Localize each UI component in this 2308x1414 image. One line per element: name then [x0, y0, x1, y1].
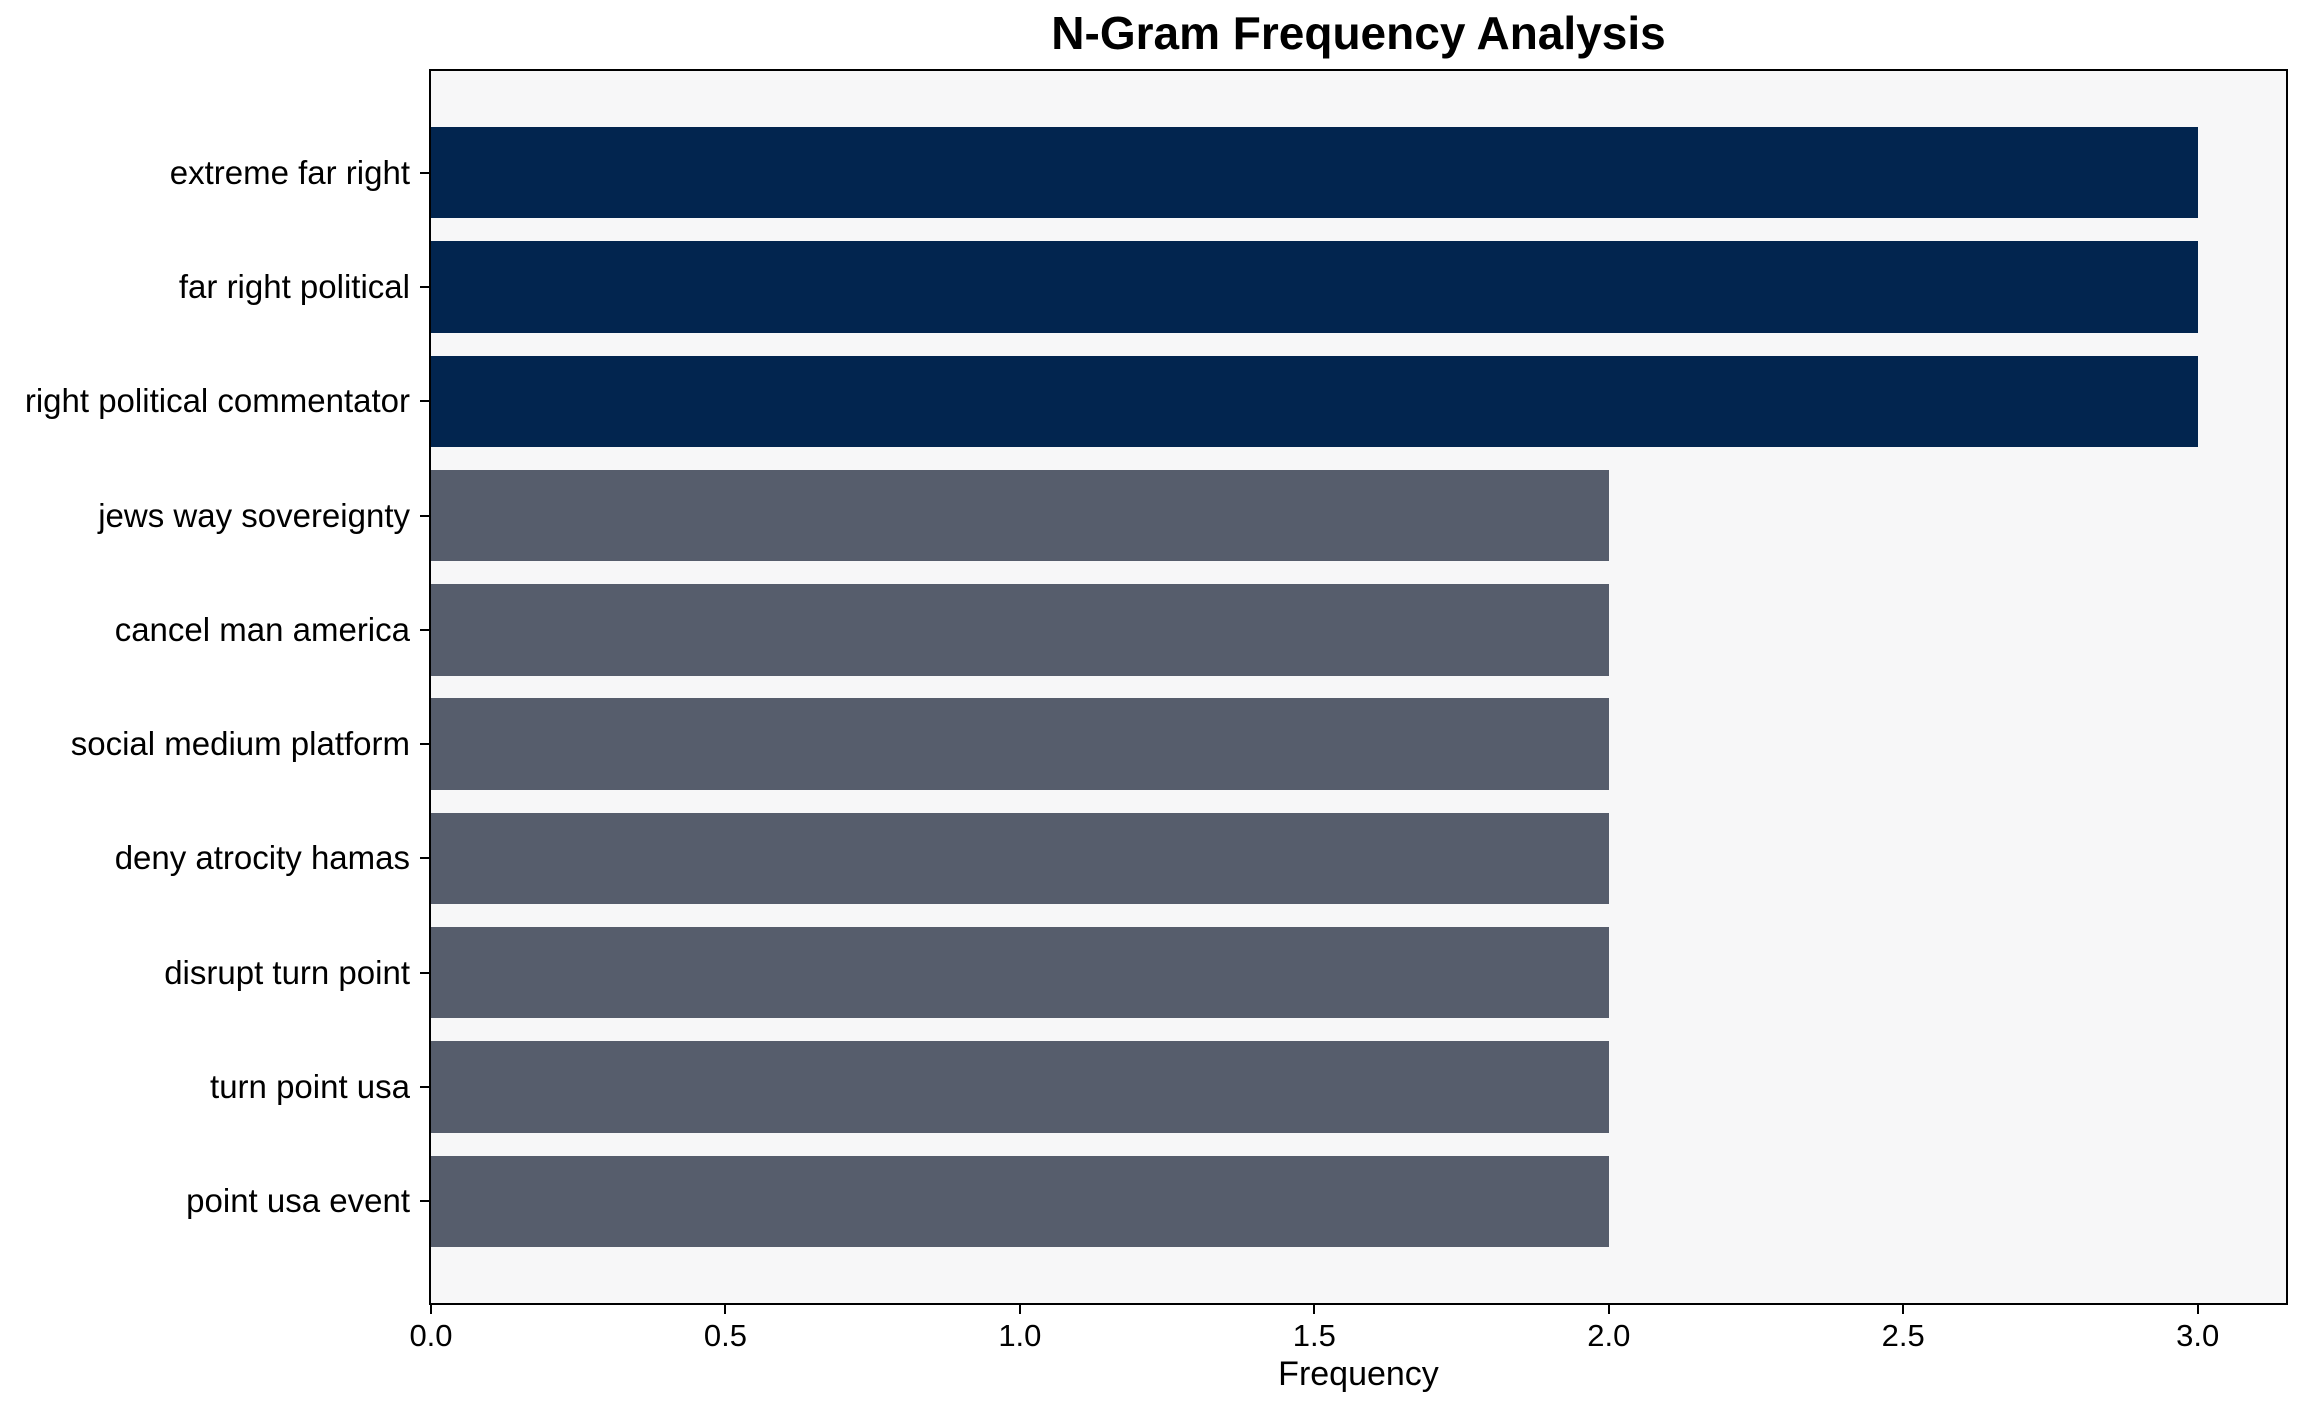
- x-tick-label: 0.0: [409, 1318, 453, 1353]
- y-tick-label: right political commentator: [24, 382, 410, 420]
- x-tick-mark: [430, 1305, 432, 1314]
- x-tick-label: 2.0: [1587, 1318, 1631, 1353]
- y-tick-mark: [420, 514, 429, 517]
- x-axis-label: Frequency: [1278, 1355, 1439, 1393]
- x-tick-label: 3.0: [2176, 1318, 2220, 1353]
- bar: [431, 241, 2198, 333]
- bar: [431, 469, 1609, 562]
- y-tick-mark: [420, 628, 429, 631]
- y-tick-label: disrupt turn point: [164, 953, 410, 991]
- x-tick-mark: [1018, 1305, 1021, 1314]
- bar: [431, 1155, 1609, 1247]
- y-tick-label: turn point usa: [210, 1068, 410, 1105]
- plot-area: [429, 69, 2288, 1305]
- y-tick-label: extreme far right: [169, 153, 410, 191]
- x-tick-mark: [1902, 1305, 1905, 1314]
- y-tick-mark: [420, 1086, 429, 1088]
- y-tick-label: social medium platform: [70, 725, 410, 763]
- x-tick-mark: [1607, 1305, 1610, 1314]
- y-tick-label: jews way sovereignty: [98, 496, 410, 534]
- y-tick-mark: [420, 971, 429, 974]
- bar: [431, 584, 1609, 676]
- y-tick-label: deny atrocity hamas: [114, 839, 410, 877]
- y-tick-label: far right political: [178, 268, 410, 305]
- y-tick-mark: [420, 857, 429, 860]
- x-tick-mark: [2196, 1305, 2199, 1314]
- y-tick-mark: [420, 1200, 429, 1203]
- x-tick-label: 0.5: [703, 1318, 747, 1353]
- bar: [431, 812, 1609, 905]
- chart-title: N-Gram Frequency Analysis: [1051, 7, 1666, 59]
- y-tick-mark: [420, 171, 429, 174]
- bar: [431, 927, 1609, 1019]
- y-tick-mark: [420, 743, 429, 746]
- y-tick-label: cancel man america: [114, 610, 410, 648]
- bar: [431, 355, 2198, 447]
- y-tick-mark: [420, 400, 429, 403]
- y-tick-mark: [420, 286, 429, 288]
- x-tick-label: 1.5: [1292, 1318, 1336, 1353]
- bar: [431, 127, 2198, 219]
- bar: [431, 698, 1609, 790]
- x-tick-mark: [724, 1305, 727, 1314]
- bar: [431, 1041, 1609, 1133]
- x-tick-label: 1.0: [998, 1318, 1042, 1353]
- x-tick-label: 2.5: [1881, 1318, 1925, 1353]
- y-tick-label: point usa event: [186, 1182, 410, 1220]
- x-tick-mark: [1313, 1305, 1316, 1314]
